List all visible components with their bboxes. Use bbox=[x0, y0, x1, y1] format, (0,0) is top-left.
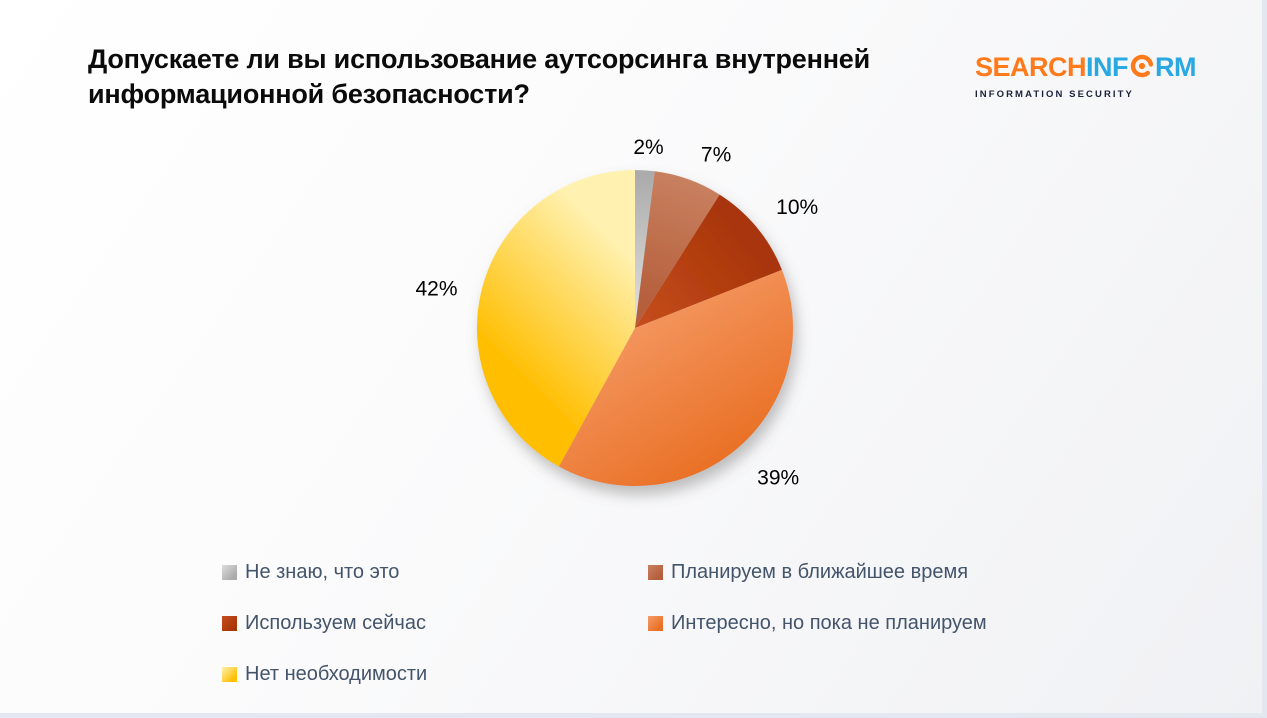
pie-chart: 2% 7% 10% 39% 42% bbox=[375, 105, 895, 565]
legend-swatch-icon bbox=[648, 564, 663, 580]
legend-label: Используем сейчас bbox=[245, 611, 426, 634]
pie-slices bbox=[476, 169, 793, 487]
pie-value-label-1: 2% bbox=[633, 136, 663, 159]
pie-value-label-5: 42% bbox=[415, 277, 457, 300]
pie-slice-1 bbox=[635, 170, 655, 328]
legend-label: Нет необходимости bbox=[245, 662, 428, 685]
logo-text-rm: RM bbox=[1155, 52, 1197, 82]
logo-o-icon bbox=[1129, 52, 1155, 85]
logo-text-search: SEARCH bbox=[975, 52, 1087, 82]
legend-swatch-icon bbox=[222, 564, 237, 580]
pie-chart-svg: 2% 7% 10% 39% 42% bbox=[415, 136, 818, 490]
logo-text-inf: INF bbox=[1086, 52, 1129, 82]
chart-title: Допускаете ли вы использование аутсорсин… bbox=[88, 44, 871, 109]
legend-label: Интересно, но пока не планируем bbox=[671, 611, 987, 634]
legend-item-1: Не знаю, что это bbox=[222, 561, 399, 583]
legend-item-5: Нет необходимости bbox=[222, 662, 428, 685]
searchinform-logo: SEARCH INF RM INFORMATION SECURITY bbox=[975, 51, 1215, 101]
canvas-edge-right bbox=[1262, 0, 1267, 718]
legend-swatch-icon bbox=[222, 666, 237, 682]
legend-swatch-icon bbox=[648, 615, 663, 631]
pie-value-label-2: 7% bbox=[701, 144, 731, 167]
pie-slice-3 bbox=[635, 194, 782, 328]
pie-slice-4 bbox=[558, 269, 793, 487]
pie-slice-5 bbox=[476, 169, 635, 467]
legend-item-4: Интересно, но пока не планируем bbox=[648, 611, 987, 634]
logo-tagline: INFORMATION SECURITY bbox=[975, 89, 1134, 100]
legend-swatch-icon bbox=[222, 615, 237, 631]
pie-slice-2 bbox=[635, 171, 720, 328]
pie-value-label-3: 10% bbox=[776, 196, 818, 219]
logo-wordmark: SEARCH INF RM bbox=[975, 51, 1215, 84]
pie-value-label-4: 39% bbox=[757, 467, 799, 490]
legend-item-3: Используем сейчас bbox=[222, 611, 426, 634]
canvas-edge-bottom bbox=[0, 713, 1267, 718]
